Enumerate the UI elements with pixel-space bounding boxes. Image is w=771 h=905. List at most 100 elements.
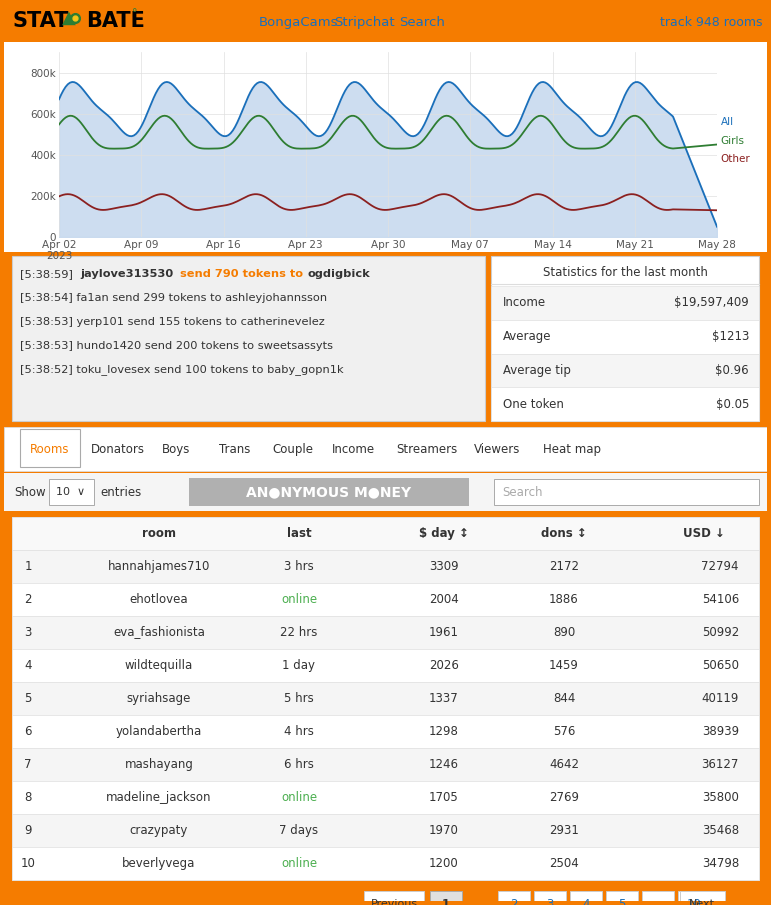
Text: 1298: 1298	[429, 725, 459, 738]
Bar	[534, 891, 566, 905]
Text: Average: Average	[503, 330, 551, 343]
Text: AN●NYMOUS M●NEY: AN●NYMOUS M●NEY	[247, 485, 412, 499]
Text: 34798: 34798	[702, 856, 739, 870]
Text: 5: 5	[25, 691, 32, 704]
Text: Search: Search	[502, 485, 543, 499]
Text: Girls: Girls	[721, 136, 745, 146]
Text: [5:38:54] fa1an send 299 tokens to ashleyjohannsson: [5:38:54] fa1an send 299 tokens to ashle…	[20, 293, 327, 303]
Text: online: online	[281, 593, 317, 605]
Text: Show: Show	[14, 485, 45, 499]
Text: 3: 3	[25, 625, 32, 639]
Text: Trans: Trans	[219, 443, 251, 455]
Text: 1961: 1961	[429, 625, 459, 639]
Text: madeline_jackson: madeline_jackson	[106, 790, 212, 804]
Text: entries: entries	[100, 485, 141, 499]
Bar	[20, 429, 80, 467]
Text: room: room	[142, 527, 176, 539]
Text: 40119: 40119	[702, 691, 739, 704]
Text: Viewers: Viewers	[474, 443, 520, 455]
Text: eva_fashionista: eva_fashionista	[113, 625, 205, 639]
Text: beverlyvega: beverlyvega	[123, 856, 196, 870]
Text: Statistics for the last month: Statistics for the last month	[543, 265, 708, 279]
Text: ▲: ▲	[62, 9, 76, 27]
Text: 10: 10	[686, 898, 702, 905]
Text: 4642: 4642	[549, 757, 579, 770]
Text: 4: 4	[582, 898, 590, 905]
Text: Income: Income	[503, 296, 546, 310]
Text: 5 hrs: 5 hrs	[284, 691, 314, 704]
Bar	[678, 891, 710, 905]
Bar	[680, 891, 725, 905]
Bar	[570, 891, 602, 905]
Text: $19,597,409: $19,597,409	[675, 296, 749, 310]
Text: 6 hrs: 6 hrs	[284, 757, 314, 770]
Text: $0.05: $0.05	[715, 397, 749, 411]
Text: 2026: 2026	[429, 659, 459, 672]
Text: [5:38:53] hundo1420 send 200 tokens to sweetsassyts: [5:38:53] hundo1420 send 200 tokens to s…	[20, 341, 333, 351]
Text: dons ↕: dons ↕	[541, 527, 587, 539]
Text: Other: Other	[721, 154, 751, 164]
Bar	[12, 814, 759, 847]
Text: 3 hrs: 3 hrs	[284, 559, 314, 573]
Text: online: online	[281, 790, 317, 804]
Text: 1459: 1459	[549, 659, 579, 672]
Text: track 948 rooms: track 948 rooms	[659, 16, 762, 29]
Bar	[494, 479, 759, 505]
Text: [5:38:59]: [5:38:59]	[20, 269, 76, 279]
Bar	[606, 891, 638, 905]
Text: 1 day: 1 day	[282, 659, 315, 672]
Text: STAT: STAT	[12, 11, 69, 31]
Text: last: last	[287, 527, 311, 539]
Text: 36127: 36127	[702, 757, 739, 770]
Text: 4: 4	[24, 659, 32, 672]
Text: 5: 5	[618, 898, 626, 905]
Text: 72794: 72794	[702, 559, 739, 573]
Text: crazypaty: crazypaty	[130, 824, 188, 836]
Text: 22 hrs: 22 hrs	[281, 625, 318, 639]
Text: 3309: 3309	[429, 559, 459, 573]
Text: online: online	[281, 856, 317, 870]
Text: BATE: BATE	[86, 11, 145, 31]
Text: 2172: 2172	[549, 559, 579, 573]
Text: 1246: 1246	[429, 757, 459, 770]
Text: 10  ∨: 10 ∨	[56, 487, 86, 497]
Text: ogdigbick: ogdigbick	[308, 269, 371, 279]
Bar	[4, 473, 767, 511]
Text: 1: 1	[442, 898, 450, 905]
Text: 1337: 1337	[429, 691, 459, 704]
Text: 1886: 1886	[549, 593, 579, 605]
Text: 2769: 2769	[549, 790, 579, 804]
Bar	[12, 256, 485, 421]
Text: yolandabertha: yolandabertha	[116, 725, 202, 738]
Text: 2: 2	[24, 593, 32, 605]
Text: wildtequilla: wildtequilla	[125, 659, 193, 672]
Bar	[12, 847, 759, 880]
Text: °: °	[132, 8, 137, 18]
Bar	[4, 427, 767, 471]
Bar	[430, 891, 462, 905]
Bar	[12, 583, 759, 616]
Text: Next: Next	[689, 899, 715, 905]
Bar	[491, 354, 759, 387]
Text: 3: 3	[547, 898, 554, 905]
Text: Average tip: Average tip	[503, 364, 571, 376]
Text: send 790 tokens to: send 790 tokens to	[176, 269, 307, 279]
Text: mashayang: mashayang	[125, 757, 194, 770]
Bar	[4, 4, 767, 42]
Bar	[491, 256, 759, 421]
Text: 50650: 50650	[702, 659, 739, 672]
Text: syriahsage: syriahsage	[126, 691, 191, 704]
Text: 9: 9	[24, 824, 32, 836]
Text: 1970: 1970	[429, 824, 459, 836]
Text: 50992: 50992	[702, 625, 739, 639]
Text: 38939: 38939	[702, 725, 739, 738]
Text: Stripchat: Stripchat	[334, 16, 395, 29]
Text: ...: ...	[652, 898, 664, 905]
Bar	[12, 517, 759, 880]
Text: 2504: 2504	[549, 856, 579, 870]
Text: $1213: $1213	[712, 330, 749, 343]
Text: Rooms: Rooms	[30, 443, 69, 455]
Text: Chaturbate: Chaturbate	[179, 16, 254, 29]
Text: Streamers: Streamers	[396, 443, 458, 455]
Bar	[189, 478, 469, 506]
